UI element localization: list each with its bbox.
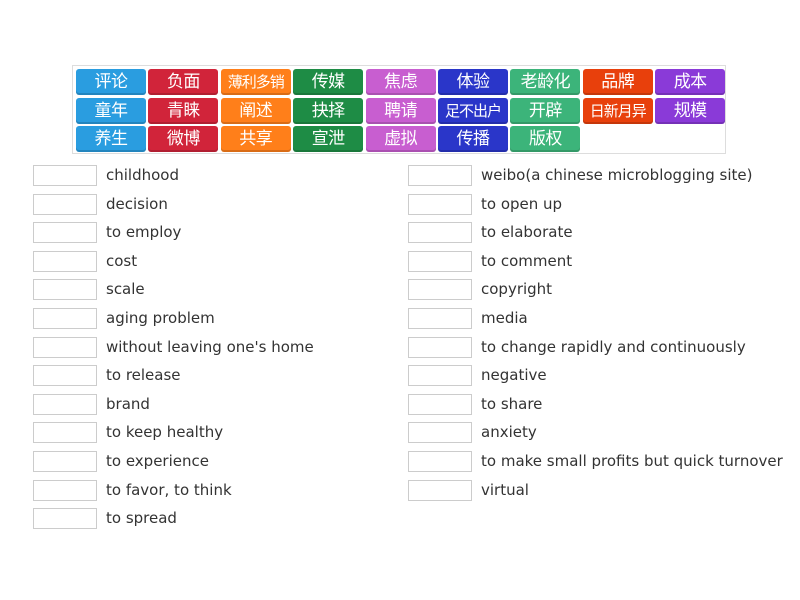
- drop-box[interactable]: [408, 393, 472, 415]
- definition-label: cost: [106, 251, 138, 270]
- drop-box[interactable]: [33, 393, 97, 415]
- definition-label: to comment: [481, 251, 573, 270]
- drop-box[interactable]: [408, 336, 472, 358]
- drop-box[interactable]: [33, 250, 97, 272]
- drop-box[interactable]: [33, 451, 97, 472]
- definition-label: to favor, to think: [106, 480, 232, 499]
- word-tile[interactable]: 成本: [655, 69, 726, 95]
- definition-label: to experience: [106, 452, 209, 470]
- drop-box[interactable]: [33, 193, 97, 215]
- definition-label: decision: [106, 194, 168, 213]
- drop-box[interactable]: [408, 479, 472, 501]
- definition-label: to share: [481, 394, 543, 413]
- definition-label: negative: [481, 366, 547, 385]
- definition-label: to release: [106, 366, 181, 385]
- word-tile[interactable]: 开辟: [510, 97, 581, 124]
- drop-box[interactable]: [33, 422, 97, 444]
- definition-label: to open up: [481, 194, 563, 213]
- word-tile[interactable]: 微博: [148, 126, 219, 152]
- definition-label: to keep healthy: [106, 423, 224, 442]
- definition-label: to employ: [106, 223, 182, 242]
- definition-label: aging problem: [106, 309, 215, 327]
- word-tile[interactable]: 聘请: [365, 97, 436, 124]
- word-tile-bank: 评论 负面 薄利多销 传媒 焦虑 体验 老龄化 品牌 成本童年 青睐 阐述 抉择 聘请 足不出户 开辟 日新月…: [72, 65, 726, 154]
- drop-box[interactable]: [408, 250, 472, 272]
- word-tile[interactable]: 体验: [438, 69, 508, 95]
- drop-box[interactable]: [408, 308, 472, 329]
- word-tile[interactable]: 评论: [76, 69, 146, 95]
- drop-box[interactable]: [408, 422, 472, 444]
- definition-label: scale: [106, 280, 145, 299]
- drop-box[interactable]: [33, 479, 97, 501]
- word-tile[interactable]: 负面: [148, 69, 219, 95]
- drop-box[interactable]: [408, 222, 472, 244]
- drop-box[interactable]: [33, 308, 97, 329]
- definition-label: to spread: [106, 509, 177, 528]
- drop-box[interactable]: [408, 365, 472, 387]
- definition-label: copyright: [481, 280, 553, 299]
- word-tile[interactable]: 抉择: [293, 97, 364, 124]
- word-tile[interactable]: 养生: [76, 126, 146, 152]
- word-tile[interactable]: 足不出户: [438, 97, 508, 124]
- definition-label: without leaving one's home: [106, 337, 314, 356]
- word-tile[interactable]: 焦虑: [365, 69, 436, 95]
- word-tile[interactable]: 虚拟: [365, 126, 436, 152]
- definition-label: weibo(a chinese microblogging site): [481, 166, 753, 184]
- drop-box[interactable]: [33, 336, 97, 358]
- drop-box[interactable]: [33, 365, 97, 387]
- drop-box[interactable]: [33, 279, 97, 301]
- drop-box[interactable]: [408, 193, 472, 215]
- definition-label: to elaborate: [481, 223, 573, 242]
- definition-label: media: [481, 309, 528, 327]
- word-tile[interactable]: 共享: [220, 126, 291, 152]
- word-tile[interactable]: 传媒: [293, 69, 364, 95]
- word-tile[interactable]: 版权: [510, 126, 581, 152]
- drop-box[interactable]: [408, 279, 472, 301]
- definition-label: anxiety: [481, 423, 537, 442]
- drop-box[interactable]: [33, 508, 97, 530]
- word-tile[interactable]: 传播: [438, 126, 508, 152]
- word-tile[interactable]: 阐述: [220, 97, 291, 124]
- drop-box[interactable]: [408, 451, 472, 472]
- word-tile[interactable]: 薄利多销: [220, 69, 291, 95]
- definition-label: virtual: [481, 480, 529, 499]
- drop-box[interactable]: [408, 165, 472, 186]
- word-tile[interactable]: 宣泄: [293, 126, 364, 152]
- definition-label: brand: [106, 394, 150, 413]
- word-tile[interactable]: 青睐: [148, 97, 219, 124]
- definition-label: to make small profits but quick turnover: [481, 452, 783, 470]
- word-tile[interactable]: 品牌: [582, 69, 653, 95]
- drop-box[interactable]: [33, 222, 97, 244]
- word-tile[interactable]: 日新月异: [582, 97, 653, 124]
- word-tile[interactable]: 老龄化: [510, 69, 581, 95]
- word-tile[interactable]: 童年: [76, 97, 146, 124]
- definition-label: childhood: [106, 166, 179, 184]
- word-tile[interactable]: 规模: [655, 97, 726, 124]
- definition-label: to change rapidly and continuously: [481, 337, 746, 356]
- drop-box[interactable]: [33, 165, 97, 186]
